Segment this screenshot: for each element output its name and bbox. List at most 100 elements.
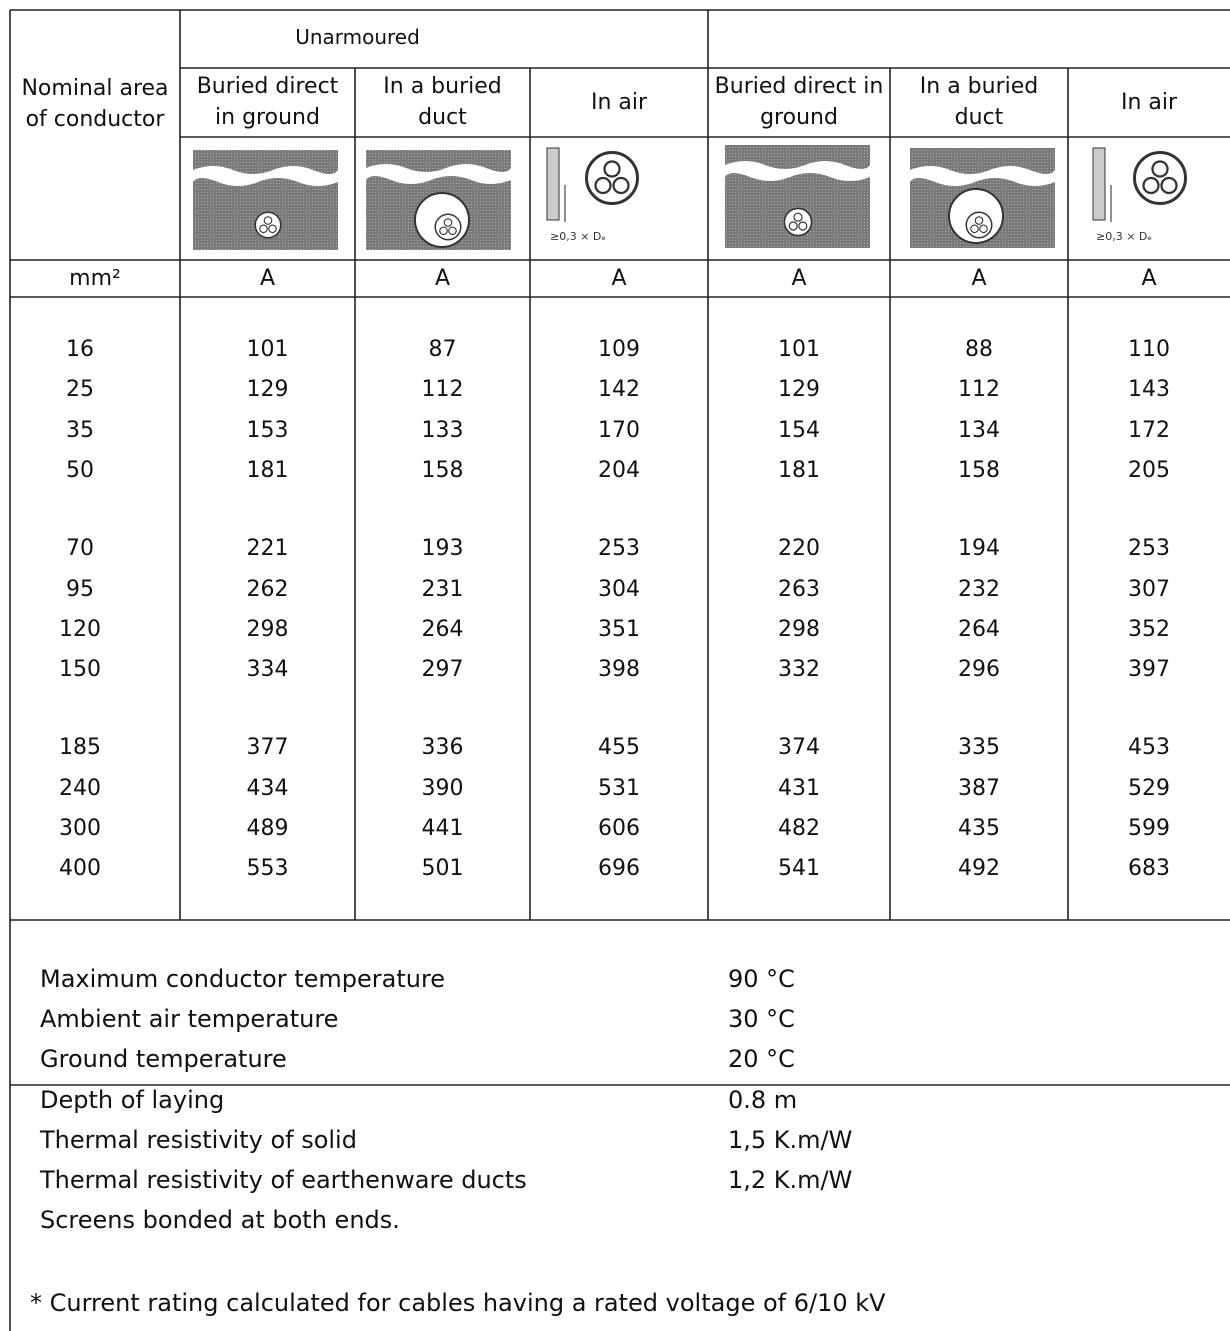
column-header: Buried direct in ground [714, 74, 884, 130]
cell: 683 [1128, 856, 1170, 882]
column-header: In air [590, 90, 648, 115]
cell: 264 [958, 616, 1000, 642]
cell: 390 [421, 775, 464, 801]
cell: 112 [958, 377, 1000, 403]
column-header: Buried direct in ground [196, 74, 339, 130]
cell: 143 [1128, 377, 1170, 403]
icon-buried [193, 150, 338, 250]
cell: 398 [598, 657, 640, 683]
cell: 35 [66, 417, 94, 443]
cell: 158 [421, 457, 464, 483]
cell: 492 [958, 856, 1000, 882]
condition-label: Ambient air temperature [40, 1005, 339, 1034]
cell: 205 [1128, 457, 1170, 483]
unit: mm² [69, 266, 121, 291]
cell: 194 [958, 536, 1000, 562]
cell: 134 [958, 417, 1000, 443]
row-header: Nominal area of conductor [21, 76, 169, 132]
cell: 158 [958, 457, 1000, 483]
cell: 95 [66, 576, 94, 602]
cell: 300 [59, 816, 101, 841]
condition-label: Ground temperature [40, 1045, 287, 1074]
cell: 50 [66, 457, 94, 483]
cell: 253 [1128, 536, 1170, 562]
condition-value: 1,2 K.m/W [728, 1166, 853, 1194]
cell: 296 [958, 657, 1000, 683]
cell: 336 [421, 735, 464, 761]
condition-value: 0.8 m [728, 1085, 798, 1114]
icon-label: ≥0,3 × Dₑ [1096, 230, 1152, 243]
cell: 696 [598, 856, 640, 882]
cell: 232 [958, 576, 1000, 602]
column-header: In a buried duct [919, 74, 1039, 130]
cell: 307 [1128, 576, 1170, 602]
cell: 351 [598, 616, 640, 642]
cell: 387 [958, 775, 1000, 801]
cell: 482 [778, 816, 820, 841]
condition-value: 1,5 K.m/W [728, 1125, 853, 1154]
cell: 129 [246, 377, 289, 403]
condition-value: 90 °C [728, 965, 795, 993]
unit: A [611, 266, 627, 291]
cell: 431 [778, 775, 820, 801]
cell: 541 [778, 856, 820, 882]
condition-label: Depth of laying [40, 1085, 225, 1114]
cell: 109 [598, 337, 640, 362]
condition-value: 30 °C [728, 1005, 795, 1034]
cell: 204 [598, 457, 640, 483]
cell: 529 [1128, 775, 1170, 801]
cell: 112 [421, 377, 464, 403]
column-header: In air [1120, 90, 1178, 115]
cell: 455 [598, 735, 640, 761]
cell: 110 [1128, 337, 1170, 362]
condition-label: Thermal resistivity of solid [40, 1125, 357, 1154]
icon-air: ≥0,3 × Dₑ [1092, 147, 1187, 243]
cell: 335 [958, 735, 1000, 761]
cell: 70 [66, 536, 94, 562]
cell: 231 [421, 576, 464, 602]
cell: 377 [246, 735, 289, 761]
cell: 599 [1128, 816, 1170, 841]
cell: 181 [246, 457, 289, 483]
cell: 16 [66, 337, 94, 362]
footnote: * Current rating calculated for cables h… [30, 1289, 886, 1317]
unit: A [1141, 266, 1157, 291]
cell: 298 [778, 616, 820, 642]
cell: 264 [421, 616, 464, 642]
condition-label: Maximum conductor temperature [40, 965, 446, 993]
cell: 262 [246, 576, 289, 602]
unit: A [971, 266, 987, 291]
cell: 87 [428, 337, 457, 362]
condition-label: Thermal resistivity of earthenware ducts [40, 1166, 527, 1194]
cell: 133 [421, 417, 464, 443]
cell: 253 [598, 536, 640, 562]
cell: 193 [421, 536, 464, 562]
cell: 220 [778, 536, 820, 562]
icon-buried [725, 145, 870, 248]
cell: 181 [778, 457, 820, 483]
condition-value: 20 °C [728, 1045, 795, 1074]
cell: 120 [59, 616, 101, 642]
cell: 172 [1128, 417, 1170, 443]
cell: 334 [246, 657, 289, 683]
cell: 397 [1128, 657, 1170, 683]
cell: 101 [246, 337, 289, 362]
cell: 129 [778, 377, 820, 403]
icon-label: ≥0,3 × Dₑ [550, 230, 606, 243]
unit: A [434, 266, 451, 291]
cell: 101 [778, 337, 820, 362]
cell: 352 [1128, 616, 1170, 642]
cell: 553 [246, 856, 289, 882]
cell: 332 [778, 657, 820, 683]
cell: 441 [421, 816, 464, 841]
icon-duct [910, 148, 1055, 248]
cell: 489 [246, 816, 289, 841]
cell: 170 [598, 417, 640, 443]
cell: 374 [778, 735, 820, 761]
icon-duct [366, 150, 511, 250]
cell: 153 [246, 417, 289, 443]
cell: 240 [59, 775, 101, 801]
cell: 150 [59, 657, 101, 683]
